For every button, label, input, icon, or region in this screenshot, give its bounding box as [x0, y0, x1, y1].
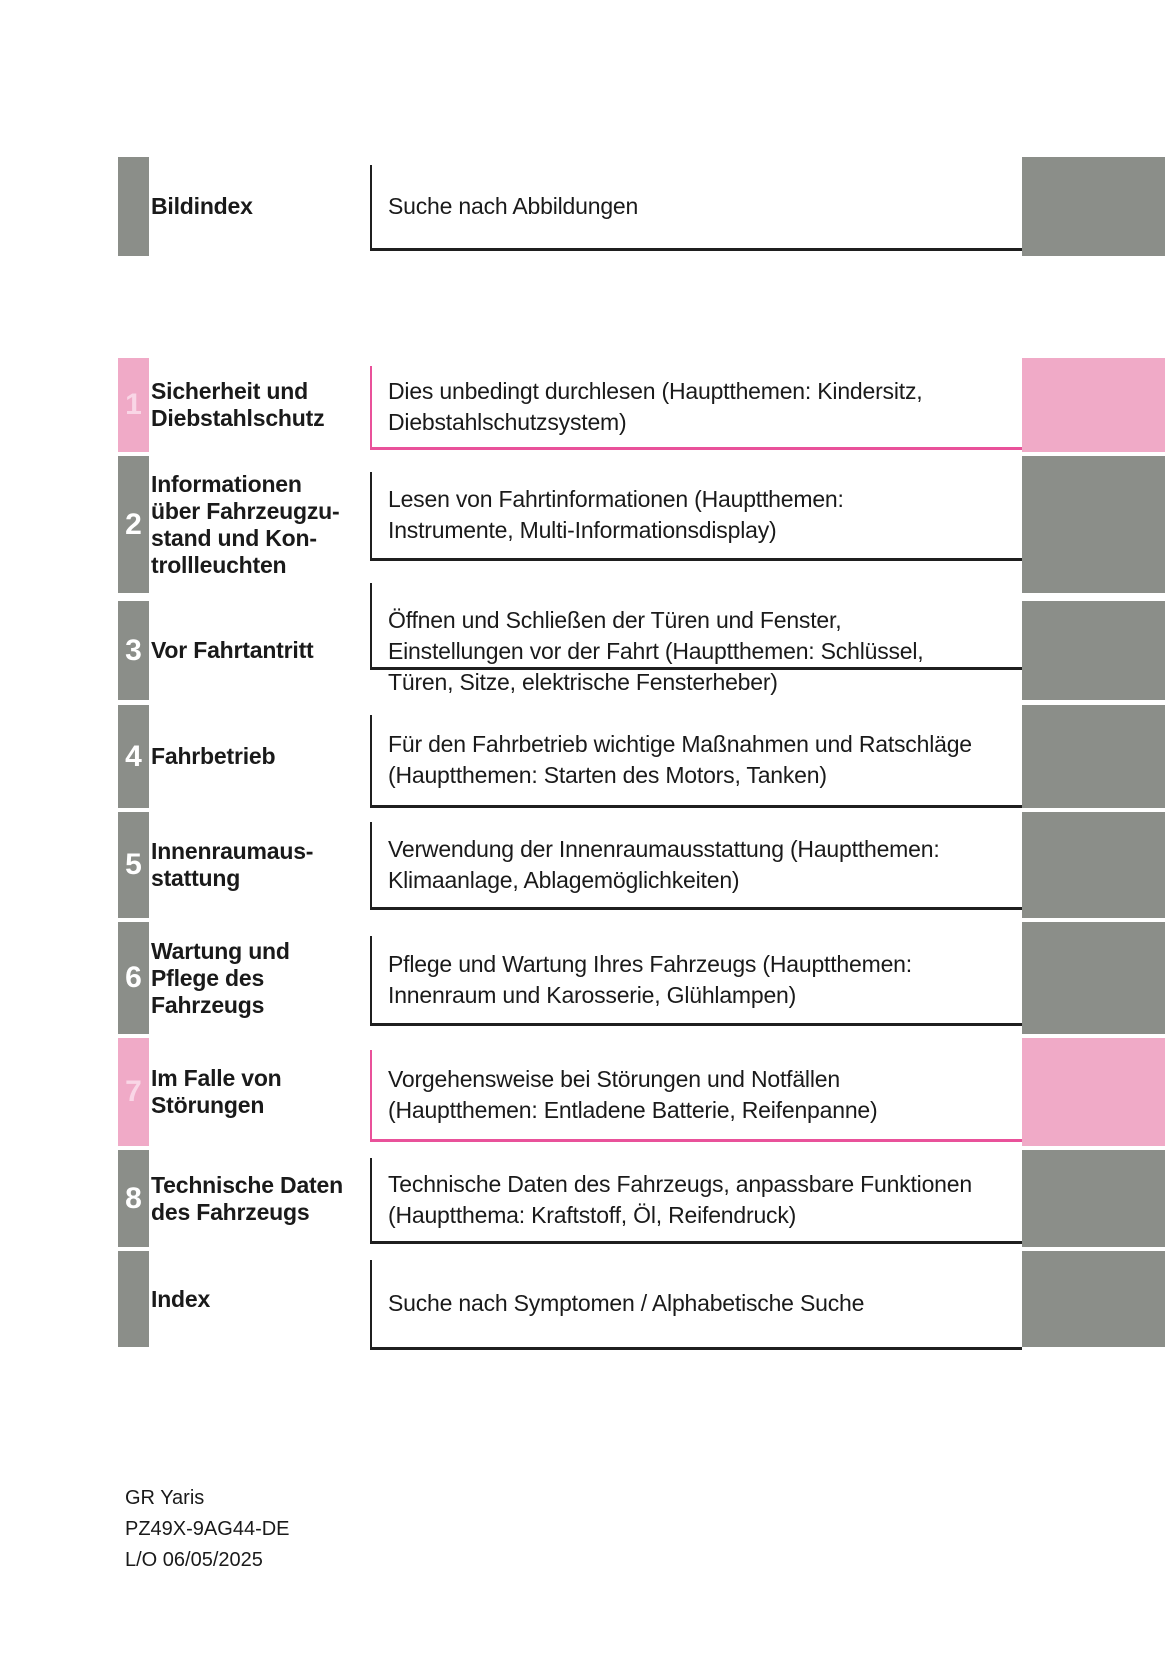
- chapter-number: 2: [125, 507, 142, 541]
- chapter-tab: 6: [118, 922, 149, 1034]
- chapter-description: Pflege und Wartung Ihres Fahrzeugs (Haup…: [388, 950, 912, 1008]
- chapter-description: Lesen von Fahrtinformationen (Haupttheme…: [388, 486, 844, 543]
- chapter-description: Vorgehensweise bei Störungen und Notfäll…: [388, 1065, 878, 1123]
- chapter-description-box: Öffnen und Schließen der Türen und Fenst…: [370, 583, 1022, 695]
- chapter-description-box: Technische Daten des Fahrzeugs, anpassba…: [370, 1158, 1022, 1244]
- toc-row-chapter-6[interactable]: 6 Wartung und Pflege des Fahrzeugs Pfleg…: [118, 922, 1165, 1034]
- footer-part-number: PZ49X-9AG44-DE: [125, 1518, 290, 1540]
- chapter-edge-block: [1022, 1038, 1165, 1146]
- chapter-description-box: Verwendung der Innenraumausstattung (Hau…: [370, 822, 1022, 910]
- chapter-edge-block: [1022, 157, 1165, 256]
- chapter-tab: 1: [118, 358, 149, 452]
- chapter-edge-block: [1022, 456, 1165, 593]
- chapter-number: 3: [125, 633, 142, 667]
- chapter-tab: 4: [118, 705, 149, 808]
- chapter-edge-block: [1022, 812, 1165, 918]
- chapter-title: Informationen über Fahrzeugzu- stand und…: [151, 470, 340, 578]
- chapter-title: Innenraumaus- stattung: [151, 838, 314, 891]
- chapter-tab: [118, 157, 149, 256]
- chapter-description-box: Lesen von Fahrtinformationen (Haupttheme…: [370, 472, 1022, 561]
- toc-row-chapter-1[interactable]: 1 Sicherheit und Diebstahlschutz Dies un…: [118, 358, 1165, 452]
- chapter-title: Fahrbetrieb: [151, 743, 276, 769]
- chapter-description: Dies unbedingt durchlesen (Hauptthemen: …: [388, 377, 923, 435]
- chapter-description-box: Dies unbedingt durchlesen (Hauptthemen: …: [370, 366, 1022, 450]
- chapter-description: Öffnen und Schließen der Türen und Fenst…: [388, 607, 924, 695]
- chapter-edge-block: [1022, 601, 1165, 700]
- chapter-title: Technische Daten des Fahrzeugs: [151, 1171, 343, 1225]
- chapter-number: 6: [125, 961, 142, 994]
- chapter-title: Index: [151, 1285, 211, 1312]
- chapter-number: 7: [125, 1075, 142, 1108]
- chapter-number: 5: [125, 848, 142, 881]
- chapter-tab: 8: [118, 1150, 149, 1247]
- chapter-tab: 2: [118, 456, 149, 593]
- chapter-tab: 7: [118, 1038, 149, 1146]
- chapter-edge-block: [1022, 705, 1165, 808]
- chapter-title: Bildindex: [151, 193, 253, 219]
- chapter-description-box: Pflege und Wartung Ihres Fahrzeugs (Haup…: [370, 936, 1022, 1026]
- toc-row-chapter-4[interactable]: 4 Fahrbetrieb Für den Fahrbetrieb wichti…: [118, 705, 1165, 808]
- chapter-edge-block: [1022, 1251, 1165, 1347]
- chapter-number: 4: [125, 739, 142, 773]
- chapter-title: Vor Fahrtantritt: [151, 637, 314, 663]
- chapter-tab: [118, 1251, 149, 1347]
- toc-row-chapter-2[interactable]: 2 Informationen über Fahrzeugzu- stand u…: [118, 456, 1165, 593]
- chapter-title: Im Falle von Störungen: [151, 1065, 282, 1118]
- chapter-description: Suche nach Symptomen / Alphabetische Suc…: [388, 1290, 865, 1316]
- chapter-edge-block: [1022, 358, 1165, 452]
- chapter-title: Wartung und Pflege des Fahrzeugs: [151, 937, 290, 1018]
- chapter-tab: 3: [118, 601, 149, 700]
- toc-row-chapter-7[interactable]: 7 Im Falle von Störungen Vorgehensweise …: [118, 1038, 1165, 1146]
- toc-row-chapter-3[interactable]: 3 Vor Fahrtantritt Öffnen und Schließen …: [118, 583, 1165, 700]
- toc-row-bildindex[interactable]: Bildindex Suche nach Abbildungen: [118, 157, 1165, 256]
- page-footer: GR Yaris PZ49X-9AG44-DE L/O 06/05/2025: [125, 1483, 290, 1576]
- chapter-description-box: Suche nach Symptomen / Alphabetische Suc…: [370, 1260, 1022, 1350]
- footer-model: GR Yaris: [125, 1487, 205, 1509]
- chapter-description-box: Für den Fahrbetrieb wichtige Maßnahmen u…: [370, 715, 1022, 808]
- chapter-title: Sicherheit und Diebstahlschutz: [151, 378, 325, 431]
- chapter-number: 8: [125, 1181, 142, 1215]
- toc-row-chapter-8[interactable]: 8 Technische Daten des Fahrzeugs Technis…: [118, 1150, 1165, 1247]
- footer-layout-date: L/O 06/05/2025: [125, 1549, 263, 1571]
- chapter-edge-block: [1022, 1150, 1165, 1247]
- chapter-description-box: Vorgehensweise bei Störungen und Notfäll…: [370, 1050, 1022, 1142]
- chapter-tab: 5: [118, 812, 149, 918]
- chapter-description: Suche nach Abbildungen: [388, 193, 639, 219]
- chapter-number: 1: [125, 388, 142, 421]
- toc-row-chapter-5[interactable]: 5 Innenraumaus- stattung Verwendung der …: [118, 812, 1165, 918]
- chapter-description: Für den Fahrbetrieb wichtige Maßnahmen u…: [388, 731, 972, 788]
- chapter-description: Verwendung der Innenraumausstattung (Hau…: [388, 835, 940, 893]
- chapter-description: Technische Daten des Fahrzeugs, anpassba…: [388, 1170, 972, 1228]
- chapter-description-box: Suche nach Abbildungen: [370, 165, 1022, 251]
- chapter-edge-block: [1022, 922, 1165, 1034]
- toc-row-index[interactable]: Index Suche nach Symptomen / Alphabetisc…: [118, 1251, 1165, 1350]
